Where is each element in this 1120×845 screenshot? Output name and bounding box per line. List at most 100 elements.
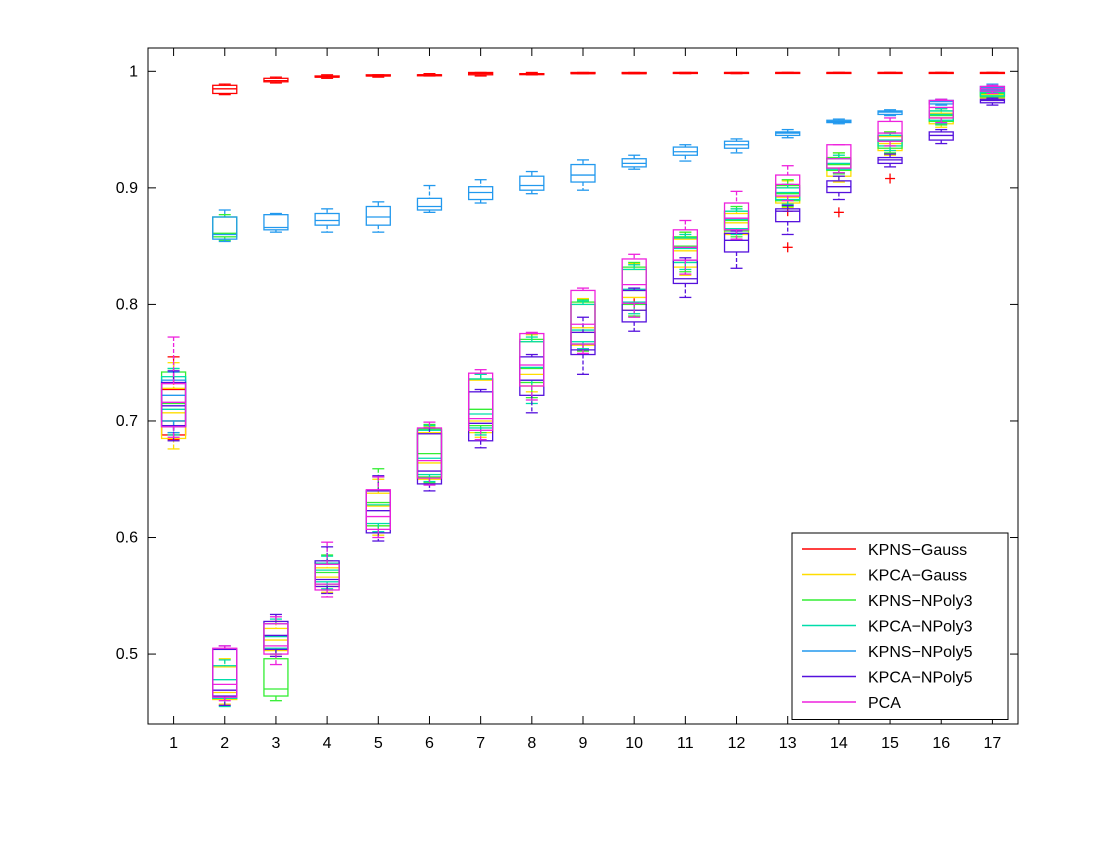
box-iqr: [775, 208, 801, 223]
box-series-4-x12: [723, 138, 750, 154]
legend-label: KPNS−NPoly3: [868, 593, 973, 610]
box-series-6-x9: [570, 287, 596, 355]
x-tick-label: 13: [779, 735, 797, 752]
box-iqr: [263, 658, 289, 697]
box-iqr: [314, 212, 340, 226]
box-iqr: [826, 144, 852, 169]
x-tick-label: 8: [527, 735, 536, 752]
box-iqr: [263, 214, 289, 231]
box-series-0-x9: [570, 71, 596, 75]
box-series-0-x11: [672, 71, 699, 75]
box-series-4-x5: [365, 201, 391, 233]
box-iqr: [467, 372, 494, 431]
box-series-5-x16: [928, 128, 954, 145]
x-tick-label: 5: [374, 735, 383, 752]
legend-label: KPNS−NPoly5: [868, 644, 973, 661]
box-series-0-x4: [314, 74, 340, 79]
box-iqr: [212, 216, 238, 240]
x-tick-label: 11: [677, 735, 694, 752]
box-series-6-x7: [467, 369, 494, 441]
box-series-0-x8: [519, 71, 545, 76]
box-series-6-x17: [979, 84, 1006, 95]
legend-label: KPCA−NPoly3: [868, 619, 973, 636]
box-series-4-x7: [467, 179, 494, 204]
box-iqr: [621, 289, 647, 323]
box-series-4-x10: [621, 154, 647, 170]
box-iqr: [519, 332, 545, 387]
box-series-0-x16: [928, 71, 954, 75]
legend-label: KPNS−Gauss: [868, 542, 967, 559]
legend-label: KPCA−NPoly5: [868, 670, 973, 687]
x-tick-label: 4: [323, 735, 332, 752]
box-series-0-x15: [877, 71, 903, 75]
box-iqr: [928, 99, 954, 119]
axis-ticks: 0.50.60.70.80.911 2 3 4 5 6 7 8 9 10 11 12 13 14 15 16 1…: [116, 48, 1018, 752]
box-series-0-x14: [826, 71, 852, 75]
x-tick-label: 15: [881, 735, 899, 752]
y-tick-label: 0.8: [116, 296, 138, 313]
y-tick-label: 0.9: [116, 180, 138, 197]
box-iqr: [416, 427, 443, 479]
series-6: [160, 84, 1006, 702]
legend: KPNS−Gauss KPCA−Gauss KPNS−NPoly3 KPCA−NPol…: [791, 532, 1009, 720]
box-series-6-x12: [723, 190, 750, 240]
box-series-0-x7: [467, 71, 494, 77]
box-series-6-x8: [519, 331, 545, 401]
box-series-6-x1: [160, 336, 187, 438]
legend-label: KPCA−Gauss: [868, 568, 967, 585]
box-series-4-x3: [263, 212, 289, 233]
x-tick-label: 1: [169, 735, 178, 752]
x-tick-label: 16: [932, 735, 950, 752]
x-tick-label: 10: [625, 735, 643, 752]
outlier-series-0-1: [782, 242, 793, 253]
box-series-6-x5: [365, 476, 391, 539]
y-tick-label: 1: [129, 63, 138, 80]
box-series-6-x10: [621, 253, 647, 318]
x-tick-label: 7: [476, 735, 485, 752]
box-series-4-x9: [570, 159, 596, 191]
box-series-4-x8: [519, 170, 545, 195]
legend-label: PCA: [868, 695, 901, 712]
box-series-4-x4: [314, 208, 340, 233]
box-iqr: [672, 229, 699, 261]
x-tick-label: 3: [271, 735, 280, 752]
box-series-0-x6: [416, 72, 443, 77]
box-series-6-x3: [263, 616, 289, 666]
box-series-6-x2: [212, 645, 238, 702]
y-tick-label: 0.7: [116, 413, 138, 430]
box-iqr: [570, 289, 596, 345]
box-series-0-x13: [775, 71, 801, 75]
y-tick-label: 0.6: [116, 530, 138, 547]
outlier-series-0-4: [885, 173, 896, 184]
box-series-0-x10: [621, 71, 647, 75]
box-iqr: [160, 383, 187, 428]
box-series-6-x6: [416, 421, 443, 486]
box-series-4-x13: [775, 128, 801, 139]
box-series-0-x12: [723, 71, 750, 75]
box-series-5-x13: [775, 204, 801, 236]
box-iqr: [314, 563, 340, 591]
box-iqr: [416, 197, 443, 211]
x-tick-label: 2: [220, 735, 229, 752]
box-iqr: [263, 623, 289, 655]
series-0: [160, 71, 1006, 441]
x-tick-label: 14: [830, 735, 848, 752]
box-iqr: [877, 120, 903, 142]
box-series-5-x17: [979, 97, 1006, 106]
box-series-4-x15: [877, 109, 903, 117]
x-tick-label: 9: [579, 735, 588, 752]
box-iqr: [723, 202, 750, 231]
box-series-5-x14: [826, 175, 852, 201]
box-series-6-x4: [314, 541, 340, 598]
outlier-series-0-3: [833, 207, 844, 218]
box-iqr: [570, 163, 596, 183]
plot-marks: [160, 71, 1006, 708]
box-series-6-x13: [775, 165, 801, 202]
x-tick-label: 6: [425, 735, 434, 752]
series-4: [160, 83, 1006, 434]
box-series-4-x2: [212, 209, 238, 243]
box-series-4-x14: [826, 118, 852, 125]
box-iqr: [365, 489, 391, 531]
